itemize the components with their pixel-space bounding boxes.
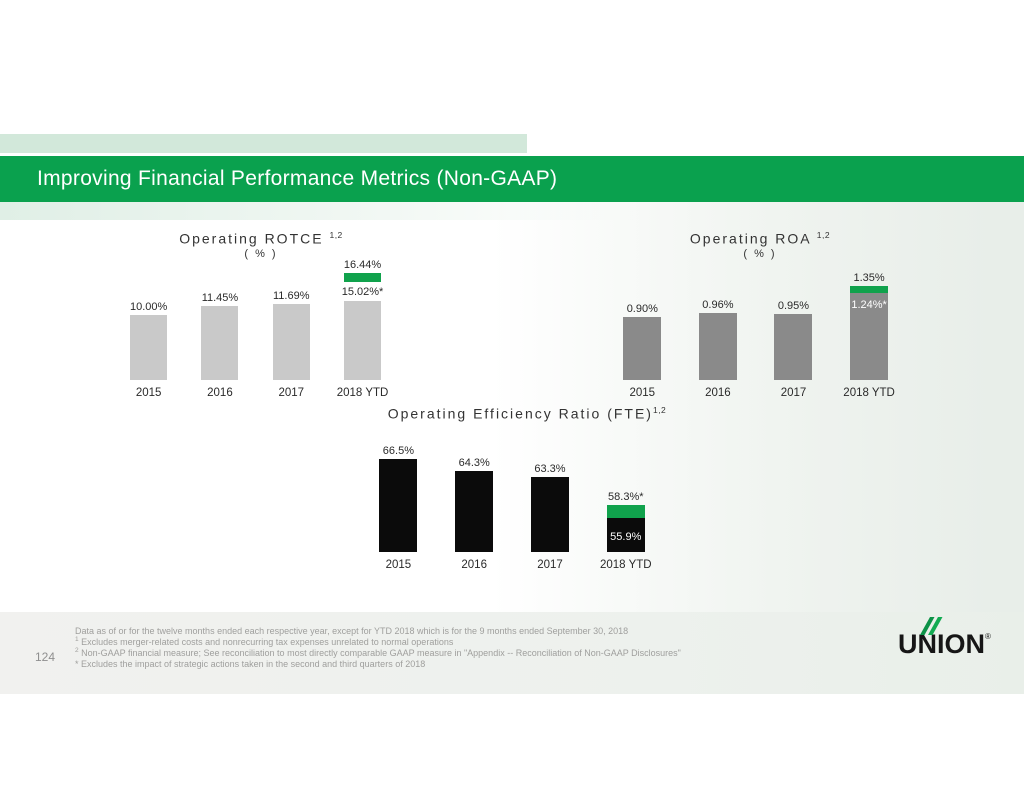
footnote-1: 1 Excludes merger-related costs and nonr… xyxy=(75,636,454,647)
bar-base-segment-rotce xyxy=(344,301,382,380)
bar-label-rotce-2018 YTD: 16.44% xyxy=(343,259,382,272)
chart-subtitle-rotce: ( % ) xyxy=(244,248,278,260)
axis-label-rotce-2015: 2015 xyxy=(135,387,162,399)
bar-base-label-rotce: 15.02%* xyxy=(342,282,383,302)
bar-accent-segment-eff xyxy=(606,504,645,519)
bar-slot-rotce-2016: 11.45% xyxy=(184,253,255,380)
union-logo-stripes-icon xyxy=(920,617,943,635)
registered-mark: ® xyxy=(985,632,991,641)
bar-roa-2015 xyxy=(623,317,662,380)
bar-slot-eff-2018 YTD: 58.3%* 55.9% xyxy=(588,430,664,552)
union-logo: UNION® xyxy=(898,617,991,660)
footnote-intro: Data as of or for the twelve months ende… xyxy=(75,626,629,636)
union-logo-text: UNION xyxy=(898,629,985,659)
bar-base-label-roa: 1.24%* xyxy=(851,299,887,312)
bar-base-label-eff: 55.9% xyxy=(610,531,642,544)
footnotes: Data as of or for the twelve months ende… xyxy=(75,626,775,670)
axis-label-eff-2015: 2015 xyxy=(385,559,412,571)
bar-rotce-2016 xyxy=(201,305,239,380)
title-bar: Improving Financial Performance Metrics … xyxy=(0,156,1024,202)
bar-roa-2016 xyxy=(698,312,737,380)
bar-label-rotce-2017: 11.69% xyxy=(272,290,310,302)
bar-base-segment-eff: 55.9% xyxy=(606,518,645,552)
bar-label-roa-2018 YTD: 1.35% xyxy=(853,271,885,284)
footnote-2: 2 Non-GAAP financial measure; See reconc… xyxy=(75,647,681,658)
bar-label-eff-2018 YTD: 58.3%* xyxy=(608,490,644,503)
bar-label-roa-2016: 0.96% xyxy=(702,298,734,311)
chart-title-roa: Operating ROA 1,2 xyxy=(689,230,831,247)
bar-rotce-2017 xyxy=(272,304,310,380)
bar-rotce-2015 xyxy=(130,315,168,380)
bar-slot-eff-2017: 63.3% xyxy=(512,430,588,552)
axis-label-roa-2015: 2015 xyxy=(629,387,656,399)
bar-roa-2017 xyxy=(774,313,813,380)
bar-roa-2018 YTD: 1.24%* xyxy=(850,285,889,380)
bar-label-roa-2015: 0.90% xyxy=(626,303,658,315)
bar-accent-segment-roa xyxy=(850,285,889,294)
axis-label-eff-2018 YTD: 2018 YTD xyxy=(600,559,652,571)
bar-eff-2016 xyxy=(455,471,494,552)
bar-label-roa-2017: 0.95% xyxy=(777,299,810,312)
bar-slot-roa-2016: 0.96% xyxy=(680,253,756,380)
bar-slot-rotce-2018 YTD: 16.44% 15.02%* xyxy=(327,253,398,380)
axis-label-eff-2017: 2017 xyxy=(537,559,563,571)
bar-eff-2018 YTD: 55.9% xyxy=(606,504,645,552)
chart-subtitle-roa: ( % ) xyxy=(743,248,777,260)
bar-slot-rotce-2017: 11.69% xyxy=(256,253,327,380)
bar-base-segment-roa: 1.24%* xyxy=(850,293,889,380)
footer-band xyxy=(0,612,1024,694)
bar-slot-roa-2017: 0.95% xyxy=(756,253,832,380)
axis-label-rotce-2016: 2016 xyxy=(207,387,233,399)
axis-label-eff-2016: 2016 xyxy=(461,559,487,571)
bar-label-eff-2016: 64.3% xyxy=(458,457,490,470)
bar-accent-segment-rotce xyxy=(344,273,382,283)
bar-label-rotce-2016: 11.45% xyxy=(201,291,239,304)
axis-label-rotce-2018 YTD: 2018 YTD xyxy=(336,387,389,399)
bar-label-eff-2015: 66.5% xyxy=(382,445,414,457)
page-title: Improving Financial Performance Metrics … xyxy=(37,167,558,190)
bar-slot-rotce-2015: 10.00% xyxy=(113,253,184,380)
chart-title-rotce: Operating ROTCE 1,2 xyxy=(179,230,343,247)
chart-title-eff: Operating Efficiency Ratio (FTE)1,2 xyxy=(387,405,667,422)
bar-slot-eff-2015: 66.5% xyxy=(361,430,437,552)
bar-slot-roa-2018 YTD: 1.35% 1.24%* xyxy=(831,253,907,380)
bar-eff-2017 xyxy=(530,476,569,552)
axis-label-roa-2017: 2017 xyxy=(780,387,807,399)
footnote-3: * Excludes the impact of strategic actio… xyxy=(75,659,426,669)
bar-rotce-2018 YTD: 15.02%* xyxy=(342,273,383,380)
bar-label-eff-2017: 63.3% xyxy=(534,462,566,475)
bar-eff-2015 xyxy=(379,459,418,552)
axis-label-rotce-2017: 2017 xyxy=(278,387,305,399)
bar-label-rotce-2015: 10.00% xyxy=(129,301,168,313)
axis-label-roa-2018 YTD: 2018 YTD xyxy=(843,387,895,399)
header-underline-band xyxy=(0,202,1024,220)
header-accent-band xyxy=(0,134,527,153)
bar-slot-roa-2015: 0.90% xyxy=(605,253,681,380)
page-number: 124 xyxy=(35,650,56,664)
bar-slot-eff-2016: 64.3% xyxy=(436,430,512,552)
axis-label-roa-2016: 2016 xyxy=(705,387,731,399)
